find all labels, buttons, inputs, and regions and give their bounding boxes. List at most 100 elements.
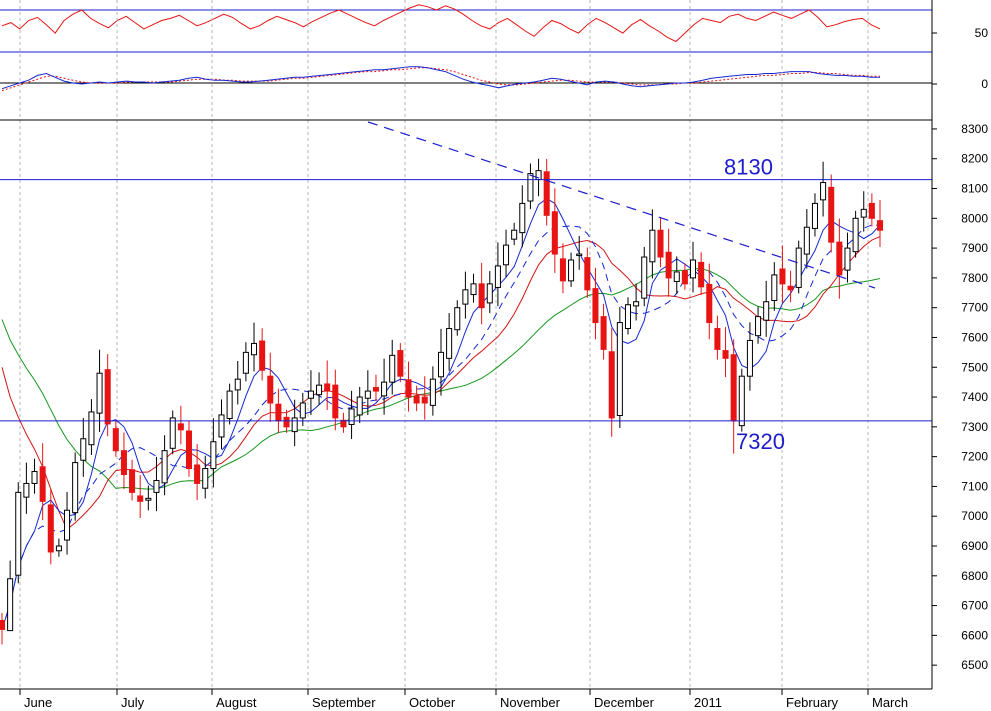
candle-body [681, 270, 688, 285]
candle-body [129, 469, 136, 493]
ma-short-line [1, 198, 881, 630]
candle-body [828, 186, 835, 243]
candle-body [478, 283, 485, 309]
candle-body [307, 390, 314, 399]
candle-body [600, 316, 607, 350]
candle-body [738, 375, 745, 427]
candle-body [665, 251, 672, 279]
candle-body [584, 257, 591, 291]
candle-body [153, 479, 160, 493]
candle-body [96, 372, 103, 414]
candle-body [771, 274, 778, 302]
candle-body [291, 417, 298, 433]
candle-body [169, 417, 176, 449]
candle-body [421, 396, 428, 404]
candle-body [592, 288, 599, 324]
x-tick-label: July [121, 695, 145, 710]
macd-signal-line [1, 67, 880, 92]
price-tick-label: 6700 [961, 599, 988, 613]
price-tick-label: 7700 [961, 301, 988, 315]
candle-body [486, 283, 493, 304]
x-tick-label: September [312, 695, 376, 710]
candle-body [795, 247, 802, 288]
candle-body [543, 171, 550, 216]
price-tick-label: 7600 [961, 330, 988, 344]
price-tick-label: 7400 [961, 390, 988, 404]
candle-body [437, 351, 445, 378]
price-tick-label: 7800 [961, 271, 988, 285]
candle-body [568, 259, 575, 282]
candle-body [356, 396, 363, 416]
candle-body [15, 491, 22, 576]
candle-body [811, 202, 818, 229]
candle-body [608, 351, 615, 419]
candle-body [470, 283, 477, 296]
price-tick-label: 6500 [961, 658, 988, 672]
candle-body [324, 383, 331, 392]
oscillator-tick-label: 50 [975, 26, 989, 40]
candle-body [250, 342, 258, 356]
candle-body [64, 509, 71, 541]
candle-body [559, 258, 566, 282]
candle-body [413, 395, 420, 404]
candle-body [730, 354, 737, 422]
price-tick-label: 7200 [961, 450, 988, 464]
candle-body [80, 438, 87, 461]
candle-body [551, 211, 558, 255]
candle-body [120, 450, 127, 476]
candle-body [633, 301, 640, 307]
candle-body [714, 328, 721, 350]
candle-body [145, 497, 152, 501]
candle-body [511, 229, 518, 240]
rsi-line [1, 4, 881, 43]
candle-body [836, 241, 843, 276]
candle-body [698, 261, 705, 288]
candle-body [649, 229, 656, 263]
candle-body [381, 381, 388, 397]
candle-body [673, 271, 680, 282]
candle-body [876, 220, 884, 231]
candle-body [689, 259, 697, 279]
x-tick-label: December [594, 695, 655, 710]
candle-body [226, 390, 233, 420]
price-tick-label: 6900 [961, 539, 988, 553]
candle-body [527, 173, 534, 202]
candle-body [519, 202, 526, 234]
candle-body [104, 369, 111, 425]
candle-body [364, 390, 371, 399]
x-tick-label: March [872, 695, 908, 710]
candle-body [210, 441, 217, 470]
candle-body [47, 504, 54, 553]
candle-body [137, 495, 144, 502]
candle-body [755, 316, 762, 337]
candle-body [275, 403, 282, 422]
price-tick-label: 7900 [961, 241, 988, 255]
horizontal-levels: 8130 7320 [0, 121, 932, 454]
candle-body [177, 423, 184, 431]
x-tick-label: February [786, 695, 839, 710]
candle-body [624, 304, 632, 330]
candle-body [348, 408, 355, 425]
annotation-7320: 7320 [736, 429, 785, 454]
price-tick-label: 7300 [961, 420, 988, 434]
candle-body [340, 419, 347, 428]
candle-body [746, 339, 753, 377]
candle-body [161, 450, 168, 484]
candle-body [803, 226, 810, 255]
candle-body [55, 545, 62, 552]
candle-body [706, 283, 713, 324]
candle-body [722, 350, 729, 359]
candle-body [641, 256, 648, 299]
candle-body [763, 301, 770, 321]
candle-body [234, 378, 241, 391]
annotation-8130: 8130 [724, 155, 773, 180]
grid [19, 0, 869, 689]
candle-body [112, 428, 119, 452]
x-tick-label: 2011 [694, 695, 722, 710]
candle-body [616, 322, 623, 417]
price-tick-label: 7500 [961, 360, 988, 374]
candle-body [23, 482, 30, 498]
candle-body [446, 328, 453, 359]
